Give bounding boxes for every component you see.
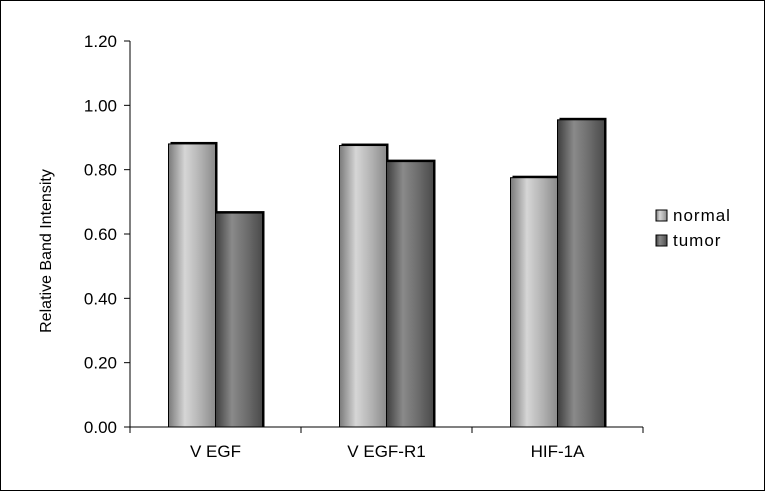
- legend-swatch-normal: [655, 209, 668, 222]
- x-tick-label: V EGF-R1: [347, 442, 425, 461]
- bars-layer: [168, 117, 607, 428]
- bar-normal: [510, 177, 558, 428]
- y-tick-label: 0.60: [84, 225, 117, 244]
- bar-tumor: [386, 161, 434, 428]
- y-tick-label: 0.20: [84, 354, 117, 373]
- x-tick-label: V EGF: [190, 442, 241, 461]
- y-tick-label: 1.20: [84, 32, 117, 51]
- y-tick-label: 0.80: [84, 161, 117, 180]
- legend-label-normal: normal: [673, 206, 731, 225]
- y-axis-title: Relative Band Intensity: [38, 169, 55, 333]
- y-tick-label: 0.00: [84, 418, 117, 437]
- legend-label-tumor: tumor: [673, 231, 721, 250]
- bar-normal: [339, 145, 387, 428]
- axes-layer: 0.00 0.20 0.40 0.60 0.80 1.00 1.20 V EGF V EGF-R…: [84, 32, 644, 461]
- x-tick-label: HIF-1A: [531, 442, 586, 461]
- bar-tumor: [557, 119, 605, 428]
- legend: normal tumor: [655, 206, 731, 250]
- bar-normal: [168, 143, 216, 428]
- bar-tumor: [215, 212, 263, 428]
- y-tick-label: 0.40: [84, 289, 117, 308]
- legend-swatch-tumor: [655, 234, 668, 247]
- y-tick-label: 1.00: [84, 96, 117, 115]
